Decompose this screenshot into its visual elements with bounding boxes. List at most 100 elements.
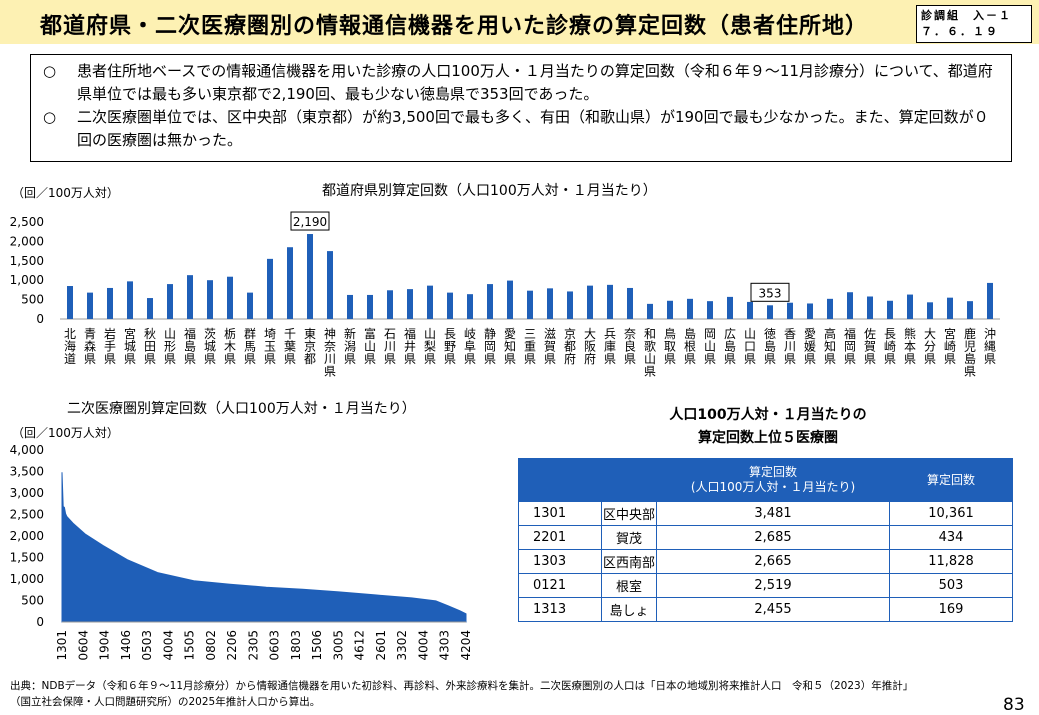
source-line-1: 出典：NDBデータ（令和６年９～11月診療分）から情報通信機器を用いた初診料、再…	[10, 680, 914, 692]
table-row: 2201 賀茂 2,685 434	[518, 525, 1013, 550]
bar	[147, 298, 153, 319]
x-tick-label: 県	[604, 352, 616, 366]
bar	[107, 287, 113, 319]
x-tick-label: 静	[484, 327, 496, 341]
x-tick-label: 2206	[225, 630, 239, 661]
x-tick-label: 県	[984, 352, 996, 366]
x-tick-label: 山	[744, 327, 756, 341]
area-name: 根室	[601, 573, 657, 598]
bar	[427, 285, 433, 319]
x-tick-label: 県	[344, 352, 356, 366]
bar	[227, 276, 233, 319]
x-tick-label: 東	[304, 327, 316, 341]
area-code: 0121	[518, 573, 602, 598]
bullet-mark: ○	[43, 62, 57, 80]
x-tick-label: 県	[544, 352, 556, 366]
table-row: 1301 区中央部 3,481 10,361	[518, 501, 1013, 526]
bar	[847, 292, 853, 319]
x-tick-label: 知	[504, 340, 516, 354]
bar	[487, 284, 493, 319]
y-tick-label: 1,000	[10, 273, 44, 287]
bar	[587, 285, 593, 319]
bar	[547, 288, 553, 319]
x-tick-label: 長	[884, 327, 896, 341]
per-million-header: 算定回数 (人口100万人対・１月当たり)	[656, 458, 890, 502]
y-tick-label: 1,500	[10, 254, 44, 268]
bar	[347, 294, 353, 319]
x-tick-label: 4004	[416, 630, 430, 661]
x-tick-label: 福	[184, 326, 196, 341]
x-tick-label: 県	[424, 352, 436, 366]
x-tick-label: 岩	[104, 326, 116, 341]
x-tick-label: 岡	[484, 340, 496, 354]
bar	[747, 301, 753, 319]
x-tick-label: 兵	[604, 327, 616, 341]
x-tick-label: 手	[104, 340, 116, 354]
x-tick-label: 縄	[984, 339, 996, 354]
x-tick-label: 県	[644, 365, 656, 379]
summary-box: ○ 患者住所地ベースでの情報通信機器を用いた診療の人口100万人・１月当たりの算…	[30, 54, 1012, 162]
x-tick-label: 阜	[464, 340, 476, 354]
x-tick-label: 県	[404, 352, 416, 366]
x-tick-label: 取	[664, 340, 676, 354]
x-tick-label: 茨	[204, 327, 216, 341]
x-tick-label: 県	[924, 352, 936, 366]
bar	[247, 292, 253, 319]
x-tick-label: 島	[184, 339, 196, 354]
x-tick-label: 県	[864, 352, 876, 366]
per-million-value: 3,481	[656, 501, 890, 526]
x-tick-label: 栃	[224, 327, 236, 341]
x-tick-label: 賀	[544, 340, 556, 354]
x-tick-label: 県	[84, 352, 96, 366]
bar	[567, 291, 573, 319]
bar	[887, 300, 893, 319]
x-tick-label: 道	[64, 352, 76, 366]
bar	[947, 297, 953, 319]
x-tick-label: 奈	[624, 327, 636, 341]
x-tick-label: 1904	[98, 630, 112, 661]
x-tick-label: 阪	[584, 340, 596, 354]
x-tick-label: 県	[144, 352, 156, 366]
x-tick-label: 児	[964, 340, 976, 354]
x-tick-label: 川	[324, 352, 336, 366]
x-tick-label: 群	[244, 327, 256, 341]
x-tick-label: 大	[924, 327, 936, 341]
x-tick-label: 県	[824, 352, 836, 366]
table-header-row: 算定回数 (人口100万人対・１月当たり) 算定回数	[518, 458, 1013, 502]
x-tick-label: 根	[684, 340, 696, 354]
x-tick-label: 千	[284, 327, 296, 341]
bar	[387, 290, 393, 319]
x-tick-label: 愛	[804, 327, 816, 341]
x-tick-label: 沖	[984, 327, 996, 341]
source-note: 出典：NDBデータ（令和６年９～11月診療分）から情報通信機器を用いた初診料、再…	[10, 678, 913, 710]
area-code: 1301	[518, 501, 602, 526]
x-tick-label: 森	[84, 339, 96, 354]
x-tick-label: 玉	[264, 340, 276, 354]
bar	[307, 234, 313, 319]
table-row: 0121 根室 2,519 503	[518, 573, 1013, 598]
x-tick-label: 知	[824, 340, 836, 354]
y-tick-label: 0	[36, 615, 44, 629]
x-tick-label: 県	[884, 352, 896, 366]
x-tick-label: 県	[184, 352, 196, 366]
x-tick-label: 口	[744, 340, 756, 354]
x-tick-label: 府	[564, 351, 576, 366]
x-tick-label: 2601	[374, 630, 388, 661]
x-tick-label: 4004	[161, 630, 175, 661]
x-tick-label: 三	[524, 327, 536, 341]
reference-line-1: 診調組 入－１	[921, 9, 1012, 22]
x-tick-label: 2305	[246, 630, 260, 661]
x-tick-label: 秋	[144, 327, 156, 341]
per-million-value: 2,519	[656, 573, 890, 598]
chart2-title: 二次医療圏別算定回数（人口100万人対・１月当たり）	[67, 401, 416, 417]
x-tick-label: 県	[104, 352, 116, 366]
x-tick-label: 県	[844, 352, 856, 366]
x-tick-label: 岡	[844, 340, 856, 354]
bar	[367, 294, 373, 319]
reference-box: 診調組 入－１ ７．６．１９	[916, 5, 1032, 43]
x-tick-label: 島	[764, 339, 776, 354]
x-tick-label: 島	[684, 326, 696, 341]
bar	[967, 301, 973, 319]
bar	[607, 284, 613, 319]
x-tick-label: 0802	[204, 630, 218, 661]
